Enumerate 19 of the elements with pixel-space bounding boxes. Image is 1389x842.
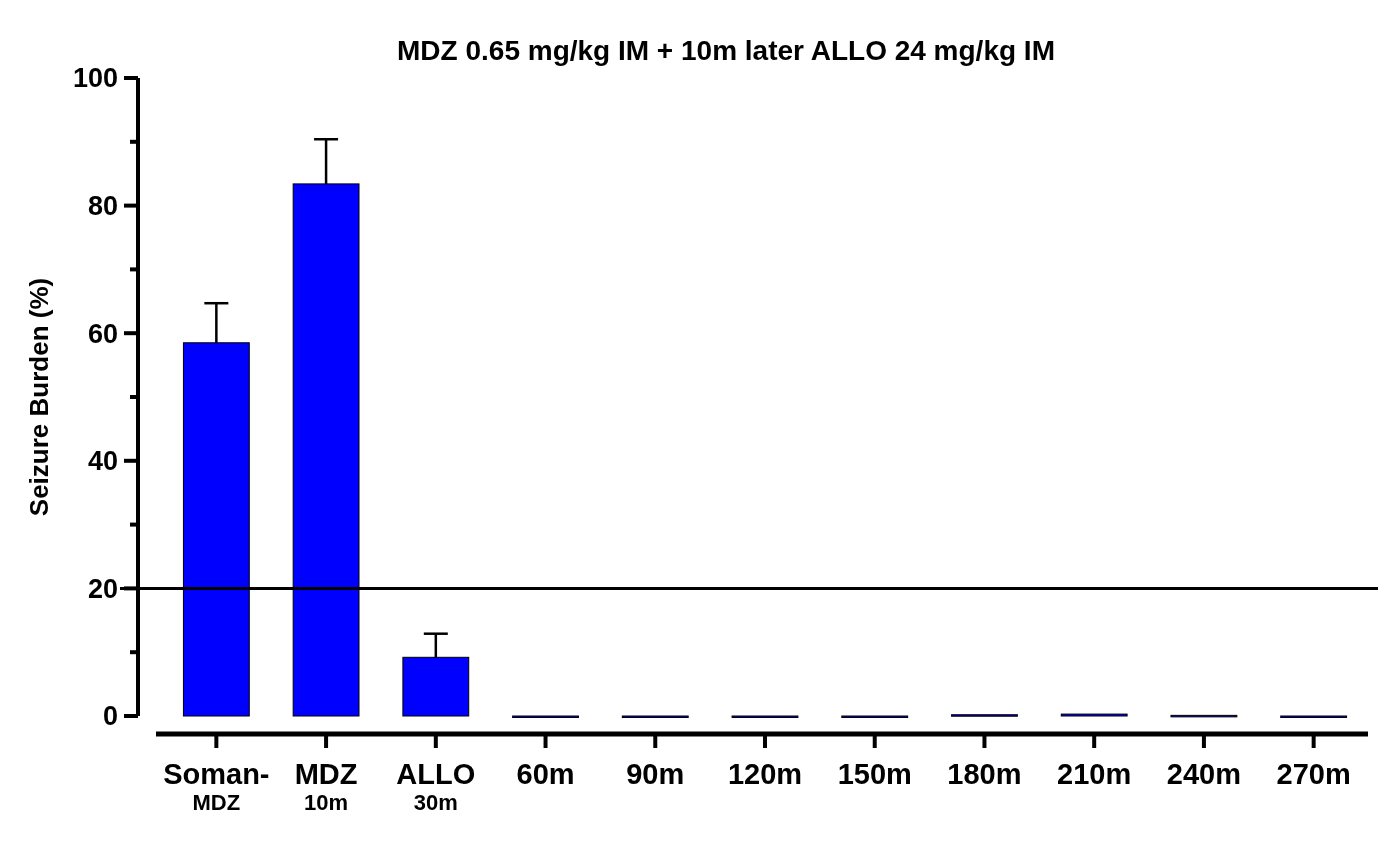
x-tick-label: Soman-MDZ (163, 758, 270, 815)
chart-title: MDZ 0.65 mg/kg IM + 10m later ALLO 24 mg/kg IM (397, 35, 1055, 66)
y-axis-title: Seizure Burden (%) (24, 277, 54, 517)
x-tick-label: 180m (947, 758, 1022, 790)
x-tick-label: 240m (1166, 758, 1241, 790)
x-tick-label: MDZ 10m (294, 758, 358, 815)
y-tick-label: 40 (87, 446, 118, 477)
y-tick-label: 100 (72, 63, 118, 94)
x-tick-label: 270m (1276, 758, 1351, 790)
y-tick-label: 0 (102, 701, 118, 732)
x-tick-label: 210m (1057, 758, 1132, 790)
x-tick-label: 150m (837, 758, 912, 790)
y-tick-label: 80 (87, 191, 118, 222)
x-tick-label: 90m (626, 758, 685, 790)
x-tick-label: ALLO 30m (396, 758, 476, 815)
x-tick-label: 60m (516, 758, 575, 790)
y-tick-label: 20 (87, 573, 118, 604)
y-tick-label: 60 (87, 318, 118, 349)
x-tick-label: 120m (727, 758, 803, 790)
